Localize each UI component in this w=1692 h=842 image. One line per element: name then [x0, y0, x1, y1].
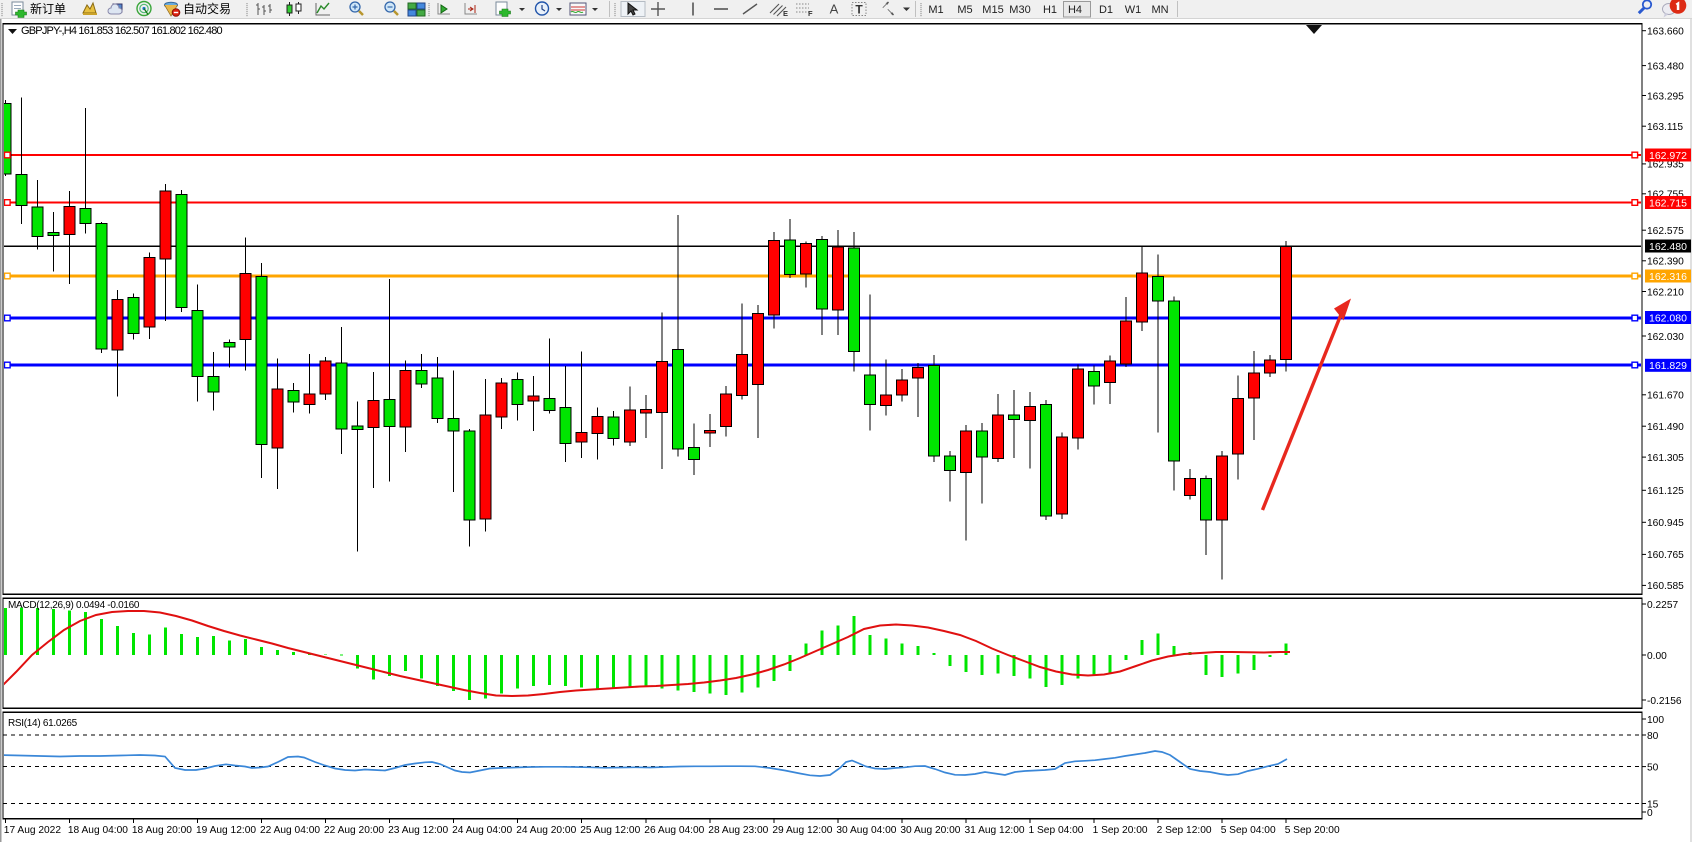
svg-text:161.670: 161.670	[1647, 391, 1684, 402]
svg-text:19 Aug 12:00: 19 Aug 12:00	[196, 825, 256, 836]
svg-text:5 Sep 20:00: 5 Sep 20:00	[1285, 825, 1340, 836]
svg-text:F: F	[808, 9, 813, 18]
svg-text:-0.2156: -0.2156	[1647, 696, 1682, 707]
svg-text:RSI(14) 61.0265: RSI(14) 61.0265	[8, 718, 78, 729]
svg-text:163.660: 163.660	[1647, 27, 1684, 38]
svg-text:31 Aug 12:00: 31 Aug 12:00	[965, 825, 1025, 836]
svg-text:162.390: 162.390	[1647, 257, 1684, 268]
svg-text:22 Aug 04:00: 22 Aug 04:00	[260, 825, 320, 836]
svg-text:1 Sep 20:00: 1 Sep 20:00	[1093, 825, 1148, 836]
svg-text:MN: MN	[1151, 4, 1168, 16]
svg-text:163.115: 163.115	[1647, 122, 1683, 133]
svg-text:162.080: 162.080	[1649, 312, 1687, 324]
svg-text:161.305: 161.305	[1647, 453, 1684, 464]
svg-text:A: A	[830, 2, 839, 17]
svg-text:新订单: 新订单	[30, 1, 66, 16]
svg-text:160.765: 160.765	[1647, 550, 1684, 561]
svg-text:163.480: 163.480	[1647, 61, 1684, 72]
svg-text:M1: M1	[928, 4, 943, 16]
svg-text:80: 80	[1647, 731, 1659, 742]
svg-text:0: 0	[1647, 808, 1653, 819]
svg-text:160.585: 160.585	[1647, 581, 1684, 592]
svg-text:M15: M15	[982, 4, 1003, 16]
svg-text:23 Aug 12:00: 23 Aug 12:00	[388, 825, 448, 836]
svg-text:28 Aug 23:00: 28 Aug 23:00	[708, 825, 768, 836]
svg-text:E: E	[783, 9, 788, 18]
svg-text:162.030: 162.030	[1647, 332, 1684, 343]
svg-text:18 Aug 20:00: 18 Aug 20:00	[132, 825, 192, 836]
svg-text:24 Aug 20:00: 24 Aug 20:00	[516, 825, 576, 836]
svg-text:162.972: 162.972	[1649, 150, 1687, 162]
svg-text:自动交易: 自动交易	[183, 1, 231, 16]
svg-text:162.935: 162.935	[1647, 160, 1684, 171]
svg-text:30 Aug 20:00: 30 Aug 20:00	[900, 825, 960, 836]
svg-text:17 Aug 2022: 17 Aug 2022	[4, 825, 62, 836]
svg-text:H1: H1	[1043, 4, 1057, 16]
svg-text:100: 100	[1647, 715, 1664, 726]
svg-text:5 Sep 04:00: 5 Sep 04:00	[1221, 825, 1276, 836]
svg-text:22 Aug 20:00: 22 Aug 20:00	[324, 825, 384, 836]
svg-text:T: T	[855, 3, 863, 17]
svg-text:163.295: 163.295	[1647, 91, 1684, 102]
svg-text:1 Sep 04:00: 1 Sep 04:00	[1029, 825, 1084, 836]
svg-text:M5: M5	[957, 4, 972, 16]
svg-text:M30: M30	[1009, 4, 1030, 16]
svg-text:161.125: 161.125	[1647, 486, 1684, 497]
svg-text:161.829: 161.829	[1649, 360, 1687, 372]
svg-text:25 Aug 12:00: 25 Aug 12:00	[580, 825, 640, 836]
svg-text:162.575: 162.575	[1647, 226, 1684, 237]
svg-text:2 Sep 12:00: 2 Sep 12:00	[1157, 825, 1212, 836]
svg-text:162.480: 162.480	[1649, 241, 1687, 253]
svg-text:H4: H4	[1068, 4, 1082, 16]
svg-text:W1: W1	[1125, 4, 1142, 16]
svg-text:30 Aug 04:00: 30 Aug 04:00	[836, 825, 896, 836]
svg-text:MACD(12,26,9) 0.0494 -0.0160: MACD(12,26,9) 0.0494 -0.0160	[8, 600, 140, 611]
svg-text:161.490: 161.490	[1647, 422, 1684, 433]
svg-text:0.2257: 0.2257	[1647, 600, 1678, 611]
svg-text:26 Aug 04:00: 26 Aug 04:00	[644, 825, 704, 836]
svg-text:18 Aug 04:00: 18 Aug 04:00	[68, 825, 128, 836]
svg-text:GBPJPY-,H4 161.853 162.507 16: GBPJPY-,H4 161.853 162.507 161.802 162.4…	[21, 25, 223, 37]
svg-text:160.945: 160.945	[1647, 518, 1684, 529]
svg-text:162.755: 162.755	[1647, 190, 1684, 201]
svg-text:162.210: 162.210	[1647, 287, 1684, 298]
svg-text:162.715: 162.715	[1649, 197, 1687, 209]
svg-text:0.00: 0.00	[1647, 651, 1667, 662]
svg-text:D1: D1	[1099, 4, 1113, 16]
svg-text:29 Aug 12:00: 29 Aug 12:00	[772, 825, 832, 836]
svg-text:50: 50	[1647, 762, 1659, 773]
svg-text:162.316: 162.316	[1649, 271, 1687, 283]
svg-text:15: 15	[1647, 799, 1659, 810]
svg-text:24 Aug 04:00: 24 Aug 04:00	[452, 825, 512, 836]
